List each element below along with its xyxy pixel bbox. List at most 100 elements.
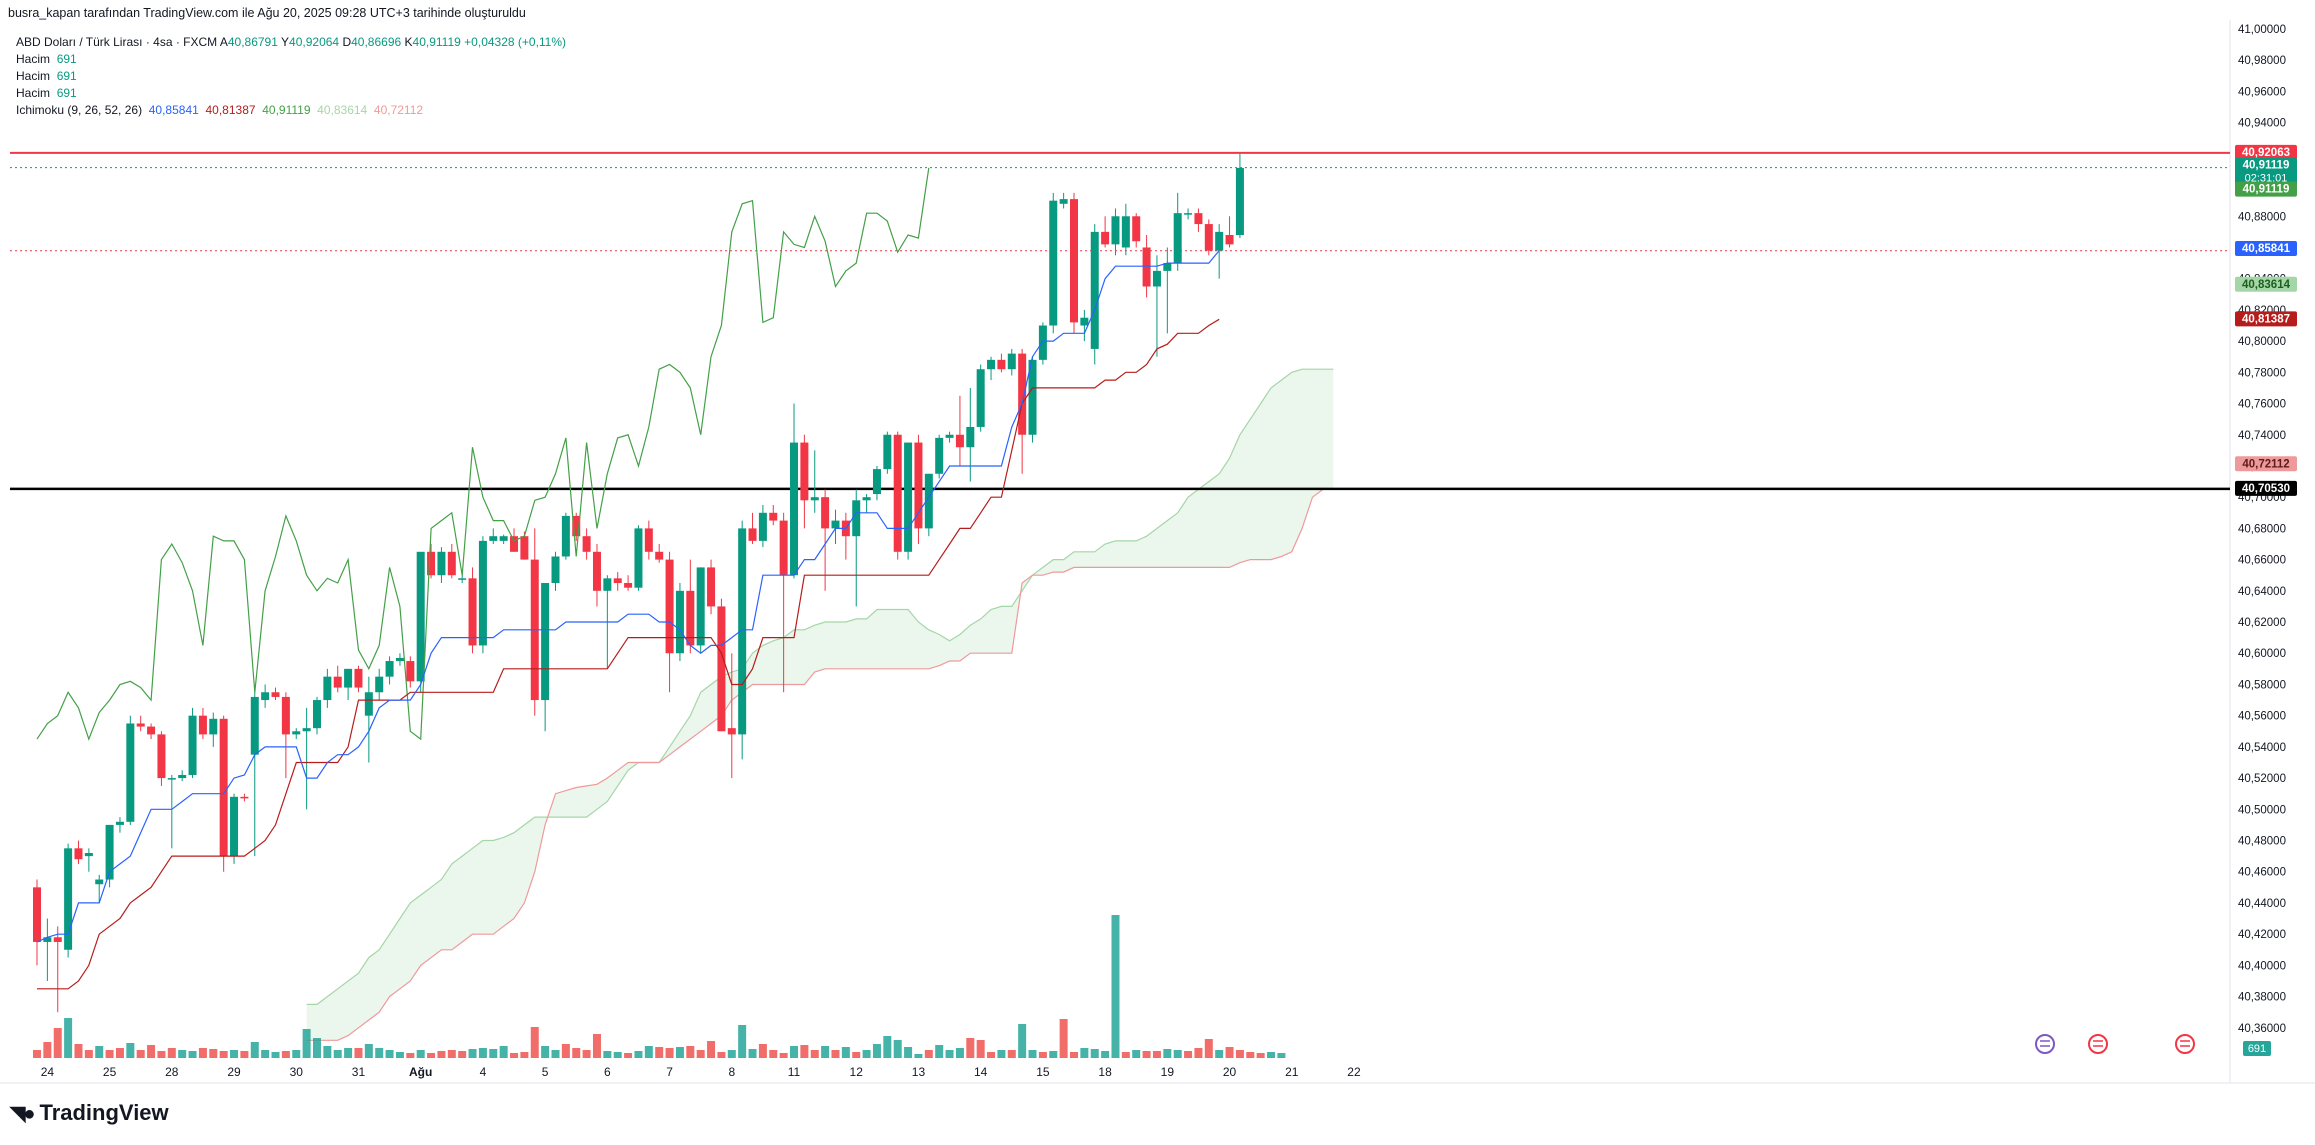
candle-body xyxy=(447,551,456,576)
ohlc-close: K40,91119 xyxy=(404,35,461,49)
candle-body xyxy=(468,578,477,646)
volume-bar xyxy=(945,1050,954,1058)
candle-body xyxy=(178,774,187,779)
volume-axis-label xyxy=(2243,1041,2271,1056)
legend-volume-row[interactable]: Hacim 691 xyxy=(16,86,77,100)
candle-body xyxy=(551,556,560,584)
candle-body xyxy=(872,469,881,495)
candle-body xyxy=(302,728,311,732)
candle-body xyxy=(1111,216,1120,245)
y-axis-tick-label: 40,94000 xyxy=(2238,118,2286,130)
candle-body xyxy=(84,853,93,857)
y-axis-tick-label: 40,76000 xyxy=(2238,399,2286,411)
candle-body xyxy=(1049,200,1058,326)
candle-body xyxy=(800,442,809,501)
candle-body xyxy=(385,661,394,677)
candle-body xyxy=(364,692,373,716)
volume-bar xyxy=(1173,1050,1182,1058)
candle-body xyxy=(696,567,705,646)
candle-body xyxy=(904,442,913,552)
price-change: +0,04328 (+0,11%) xyxy=(464,35,567,49)
y-axis-tick-label: 40,36000 xyxy=(2238,1023,2286,1035)
volume-bar xyxy=(489,1049,498,1058)
candle-body xyxy=(831,520,840,529)
candle-body xyxy=(1018,353,1027,435)
us-flag-icon[interactable] xyxy=(2175,1034,2195,1054)
volume-bar xyxy=(1246,1052,1255,1058)
candle-body xyxy=(758,512,767,541)
x-axis-tick-label: 4 xyxy=(480,1065,487,1079)
volume-bar xyxy=(1163,1049,1172,1058)
y-axis-tick-label: 40,80000 xyxy=(2238,336,2286,348)
candle-body xyxy=(686,590,695,646)
volume-bar xyxy=(437,1051,446,1058)
legend-volume-row[interactable]: Hacim 691 xyxy=(16,69,77,83)
y-axis-tick-label: 40,46000 xyxy=(2238,867,2286,879)
volume-bar xyxy=(478,1048,487,1058)
legend-symbol-row[interactable]: ABD Doları / Türk Lirası · 4sa · FXCM A4… xyxy=(16,34,566,51)
candle-body xyxy=(43,937,52,942)
ichimoku-tenkan-line xyxy=(36,250,1220,943)
price-axis-label xyxy=(2235,276,2297,292)
volume-bar xyxy=(416,1050,425,1058)
volume-bar xyxy=(655,1047,664,1058)
volume-bar xyxy=(1007,1050,1016,1058)
candle-body xyxy=(821,497,830,529)
ichimoku-chikou-line xyxy=(36,167,930,741)
candle-body xyxy=(219,718,228,857)
candle-body xyxy=(976,369,985,427)
volume-bar xyxy=(987,1052,996,1058)
chart-legend: ABD Doları / Türk Lirası · 4sa · FXCM A4… xyxy=(16,34,566,119)
candle-body xyxy=(1225,235,1234,245)
x-axis-tick-label: 8 xyxy=(728,1065,735,1079)
candle-body xyxy=(924,473,933,529)
volume-bar xyxy=(769,1050,778,1058)
volume-bar xyxy=(821,1046,830,1058)
candle-body xyxy=(323,676,332,701)
x-axis-tick-label: 12 xyxy=(850,1065,864,1079)
x-axis-tick-label: 7 xyxy=(666,1065,673,1079)
volume-bar xyxy=(188,1051,197,1058)
volume-bar xyxy=(1038,1052,1047,1058)
price-axis-label xyxy=(2235,240,2297,256)
volume-bar xyxy=(976,1040,985,1058)
volume-bar xyxy=(406,1053,415,1058)
ichimoku-chikou-value: 40,91119 xyxy=(262,103,311,117)
price-axis-label xyxy=(2235,157,2297,186)
us-flag-icon[interactable] xyxy=(2088,1034,2108,1054)
ohlc-low: D40,86696 xyxy=(342,35,402,49)
price-axis-label-text: 40,92063 xyxy=(2242,147,2290,159)
volume-bar xyxy=(1184,1051,1193,1058)
x-axis-tick-label: 5 xyxy=(542,1065,549,1079)
y-axis-tick-label: 40,44000 xyxy=(2238,898,2286,910)
candle-body xyxy=(1080,317,1089,326)
x-axis-tick-label: 18 xyxy=(1098,1065,1112,1079)
candle-body xyxy=(634,528,643,588)
x-axis-tick-label: 21 xyxy=(1285,1065,1299,1079)
candle-body xyxy=(1152,270,1161,287)
volume-bar xyxy=(64,1018,73,1058)
candle-body xyxy=(1194,213,1203,225)
volume-bar xyxy=(624,1053,633,1058)
price-axis-label xyxy=(2235,456,2297,472)
volume-axis-label-text: 691 xyxy=(2248,1043,2266,1055)
candle-body xyxy=(1163,263,1172,271)
x-axis-tick-label: 13 xyxy=(912,1065,926,1079)
x-axis-tick-label: Ağu xyxy=(409,1065,432,1079)
ohlc-high: Y40,92064 xyxy=(281,35,340,49)
volume-bar xyxy=(644,1046,653,1058)
volume-bar xyxy=(924,1050,933,1058)
tradingview-logo[interactable]: ◥● TradingView xyxy=(10,1100,169,1126)
volume-bar xyxy=(686,1046,695,1058)
legend-ichimoku-row[interactable]: Ichimoku (9, 26, 52, 26) 40,85841 40,813… xyxy=(16,103,424,117)
candle-body xyxy=(665,559,674,654)
candle-body xyxy=(1007,353,1016,370)
symbol-name[interactable]: ABD Doları / Türk Lirası · 4sa · FXCM xyxy=(16,35,218,49)
y-axis-tick-label: 40,38000 xyxy=(2238,992,2286,1004)
legend-volume-row[interactable]: Hacim 691 xyxy=(16,52,77,66)
volume-bar xyxy=(447,1050,456,1058)
volume-bar xyxy=(1277,1053,1286,1058)
volume-bar xyxy=(800,1045,809,1058)
event-lightning-icon[interactable] xyxy=(2035,1034,2055,1054)
